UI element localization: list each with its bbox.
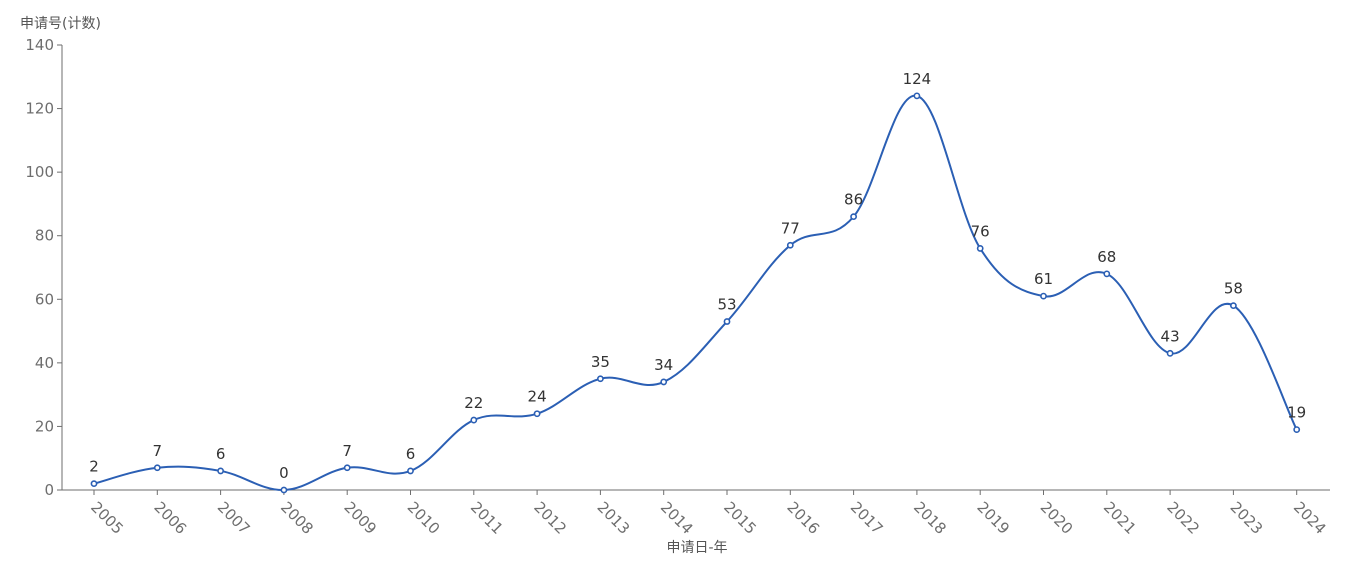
data-point[interactable] bbox=[91, 481, 96, 486]
data-point[interactable] bbox=[471, 417, 476, 422]
x-tick-label: 2010 bbox=[404, 498, 444, 538]
x-tick-label: 2012 bbox=[530, 498, 570, 538]
data-label: 58 bbox=[1224, 280, 1243, 298]
data-label: 124 bbox=[903, 70, 932, 88]
data-point[interactable] bbox=[978, 246, 983, 251]
y-tick-label: 0 bbox=[44, 481, 54, 499]
x-tick-label: 2019 bbox=[973, 498, 1013, 538]
data-point[interactable] bbox=[408, 468, 413, 473]
x-tick-label: 2021 bbox=[1100, 498, 1140, 538]
data-label: 77 bbox=[781, 219, 800, 237]
data-label: 2 bbox=[89, 458, 99, 476]
y-axis-title: 申请号(计数) bbox=[20, 16, 101, 32]
data-point[interactable] bbox=[598, 376, 603, 381]
data-label: 6 bbox=[406, 445, 416, 463]
data-label: 68 bbox=[1097, 248, 1116, 266]
y-tick-label: 20 bbox=[35, 417, 54, 435]
data-label: 6 bbox=[216, 445, 226, 463]
x-tick-label: 2005 bbox=[87, 498, 127, 538]
data-label: 53 bbox=[717, 296, 736, 314]
x-tick-label: 2007 bbox=[214, 498, 254, 538]
data-label: 0 bbox=[279, 464, 289, 482]
series-line-group bbox=[91, 93, 1299, 492]
x-tick-label: 2011 bbox=[467, 498, 507, 538]
x-tick-label: 2015 bbox=[720, 498, 760, 538]
x-tick-label: 2008 bbox=[277, 498, 317, 538]
y-axis: 0 20 40 60 80 100 120 140 bbox=[25, 36, 62, 499]
data-point[interactable] bbox=[218, 468, 223, 473]
x-tick-label: 2016 bbox=[783, 498, 823, 538]
data-label: 76 bbox=[971, 222, 990, 240]
data-point[interactable] bbox=[535, 411, 540, 416]
x-tick-label: 2009 bbox=[340, 498, 380, 538]
x-tick-label: 2022 bbox=[1163, 498, 1203, 538]
y-tick-label: 80 bbox=[35, 227, 54, 245]
data-label: 7 bbox=[153, 442, 163, 460]
x-tick-label: 2024 bbox=[1290, 498, 1330, 538]
data-point[interactable] bbox=[1231, 303, 1236, 308]
x-tick-label: 2014 bbox=[657, 498, 697, 538]
data-point[interactable] bbox=[281, 487, 286, 492]
x-tick-label: 2017 bbox=[847, 498, 887, 538]
data-point[interactable] bbox=[155, 465, 160, 470]
data-point[interactable] bbox=[724, 319, 729, 324]
data-point[interactable] bbox=[1104, 271, 1109, 276]
series-line bbox=[94, 96, 1297, 490]
x-axis-title: 申请日-年 bbox=[666, 540, 727, 556]
data-point[interactable] bbox=[1041, 294, 1046, 299]
data-label: 35 bbox=[591, 353, 610, 371]
y-tick-label: 140 bbox=[25, 36, 54, 54]
x-tick-label: 2018 bbox=[910, 498, 950, 538]
data-label: 34 bbox=[654, 356, 673, 374]
x-tick-label: 2006 bbox=[150, 498, 190, 538]
data-label: 7 bbox=[342, 442, 352, 460]
data-point[interactable] bbox=[661, 379, 666, 384]
data-point[interactable] bbox=[788, 243, 793, 248]
y-tick-label: 60 bbox=[35, 290, 54, 308]
data-label: 86 bbox=[844, 191, 863, 209]
x-axis: 2005 2006 2007 2008 2009 2010 2011 2012 2013 2014… bbox=[62, 490, 1330, 538]
data-point[interactable] bbox=[1168, 351, 1173, 356]
data-label: 19 bbox=[1287, 404, 1306, 422]
x-tick-label: 2013 bbox=[594, 498, 634, 538]
data-point[interactable] bbox=[345, 465, 350, 470]
data-point[interactable] bbox=[914, 93, 919, 98]
x-tick-label: 2023 bbox=[1227, 498, 1267, 538]
data-point[interactable] bbox=[1294, 427, 1299, 432]
data-label: 61 bbox=[1034, 270, 1053, 288]
y-tick-label: 120 bbox=[25, 100, 54, 118]
data-label: 24 bbox=[528, 388, 547, 406]
data-label: 43 bbox=[1161, 327, 1180, 345]
data-label: 22 bbox=[464, 394, 483, 412]
x-tick-label: 2020 bbox=[1037, 498, 1077, 538]
y-tick-label: 40 bbox=[35, 354, 54, 372]
data-labels: 27607622243534537786124766168435819 bbox=[89, 70, 1306, 482]
data-point[interactable] bbox=[851, 214, 856, 219]
y-tick-label: 100 bbox=[25, 163, 54, 181]
